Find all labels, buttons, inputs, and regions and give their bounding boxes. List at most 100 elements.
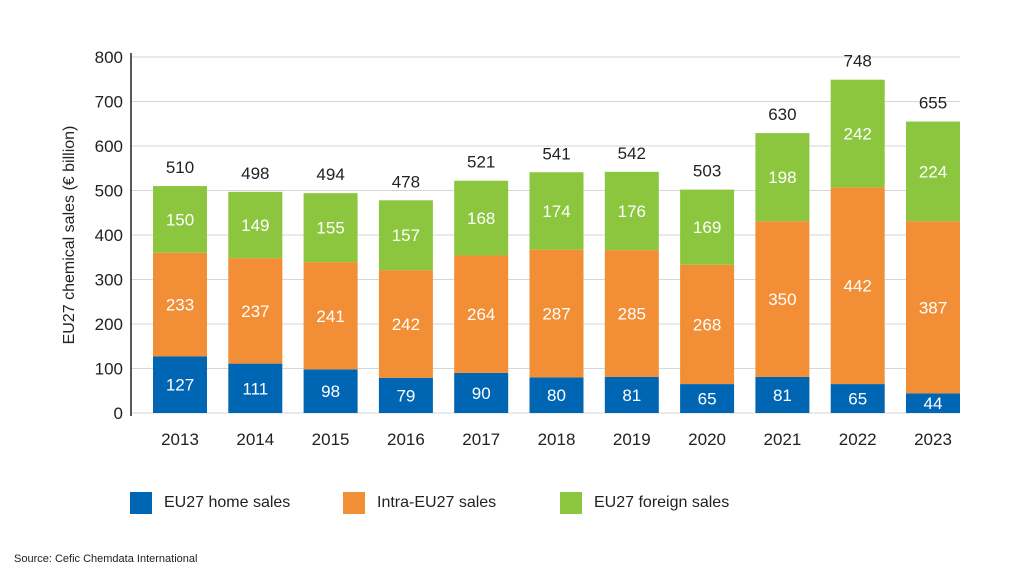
data-label: 79 — [396, 386, 415, 405]
bar-segment — [680, 189, 735, 265]
data-label: 242 — [392, 315, 420, 334]
bar-segment — [153, 252, 207, 357]
bar-segment — [755, 221, 810, 377]
legend-item-foreign: EU27 foreign sales — [560, 492, 729, 514]
bar-segment — [830, 187, 885, 385]
data-label: 169 — [693, 218, 721, 237]
bar-segment — [303, 262, 358, 370]
data-label: 65 — [698, 390, 717, 409]
data-label: 387 — [919, 298, 947, 317]
data-label: 287 — [542, 305, 570, 324]
data-label: 176 — [618, 202, 646, 221]
data-label: 81 — [773, 386, 792, 405]
y-tick-label: 700 — [95, 93, 123, 112]
bar-segment — [906, 221, 960, 394]
data-label: 155 — [316, 219, 344, 238]
data-label: 241 — [316, 307, 344, 326]
x-tick-label: 2018 — [538, 430, 576, 449]
total-label: 630 — [768, 105, 796, 124]
bar-segment — [454, 255, 509, 373]
y-tick-label: 600 — [95, 137, 123, 156]
data-label: 111 — [242, 379, 268, 398]
data-label: 98 — [321, 382, 340, 401]
bar-segment — [529, 249, 584, 378]
data-label: 157 — [392, 226, 420, 245]
data-label: 168 — [467, 209, 495, 228]
x-tick-label: 2015 — [312, 430, 350, 449]
data-label: 237 — [241, 302, 269, 321]
total-label: 542 — [618, 144, 646, 163]
bar-segment — [680, 264, 735, 385]
data-label: 233 — [166, 296, 194, 315]
total-label: 521 — [467, 153, 495, 172]
bar-segment — [529, 172, 584, 250]
x-tick-label: 2013 — [161, 430, 199, 449]
y-tick-label: 0 — [114, 404, 123, 423]
data-label: 350 — [768, 290, 796, 309]
bar-segment — [228, 191, 283, 259]
bar-segment — [378, 270, 433, 378]
data-label: 268 — [693, 315, 721, 334]
bar-segment — [830, 79, 885, 188]
x-tick-label: 2017 — [462, 430, 500, 449]
x-tick-label: 2020 — [688, 430, 726, 449]
bar-segment — [228, 363, 283, 413]
bar-segment — [529, 377, 584, 413]
total-label: 498 — [241, 164, 269, 183]
bar-segment — [303, 193, 358, 263]
total-label: 748 — [844, 52, 872, 71]
bar-segment — [604, 376, 659, 413]
total-label: 478 — [392, 172, 420, 191]
y-axis-label: EU27 chemical sales (€ billion) — [61, 126, 78, 345]
source-note: Source: Cefic Chemdata International — [14, 553, 198, 565]
data-label: 80 — [547, 386, 566, 405]
x-tick-label: 2014 — [236, 430, 274, 449]
data-label: 224 — [919, 162, 947, 181]
total-label: 494 — [316, 165, 344, 184]
data-label: 90 — [472, 384, 491, 403]
bar-segment — [755, 133, 810, 222]
data-label: 150 — [166, 210, 194, 229]
legend-item-intra: Intra-EU27 sales — [343, 492, 496, 514]
x-tick-label: 2019 — [613, 430, 651, 449]
y-tick-label: 100 — [95, 360, 123, 379]
legend-swatch-home — [130, 492, 152, 514]
total-label: 503 — [693, 162, 721, 181]
data-label: 127 — [166, 376, 194, 395]
data-label: 81 — [622, 386, 641, 405]
y-tick-label: 500 — [95, 182, 123, 201]
bar-segment — [454, 372, 509, 413]
total-label: 655 — [919, 94, 947, 113]
data-label: 65 — [848, 390, 867, 409]
bar-segment — [906, 393, 960, 413]
bar-segment — [228, 258, 283, 364]
bar-segment — [454, 180, 509, 256]
total-label: 510 — [166, 158, 194, 177]
x-tick-label: 2016 — [387, 430, 425, 449]
data-label: 242 — [844, 125, 872, 144]
x-tick-label: 2023 — [914, 430, 952, 449]
bar-segment — [680, 384, 735, 413]
bar-segment — [604, 250, 659, 377]
data-label: 264 — [467, 305, 495, 324]
bar-segment — [906, 121, 960, 222]
data-label: 174 — [542, 202, 570, 221]
x-tick-label: 2021 — [763, 430, 801, 449]
legend-item-home: EU27 home sales — [130, 492, 290, 514]
legend-label-home: EU27 home sales — [164, 494, 291, 511]
data-label: 44 — [924, 394, 943, 413]
bar-segment — [830, 384, 885, 413]
bar-segment — [604, 171, 659, 251]
legend-label-foreign: EU27 foreign sales — [594, 494, 730, 511]
bar-segment — [303, 369, 358, 413]
legend-swatch-foreign — [560, 492, 582, 514]
bar-segment — [755, 376, 810, 413]
x-tick-label: 2022 — [839, 430, 877, 449]
y-tick-label: 300 — [95, 271, 123, 290]
data-label: 149 — [241, 216, 269, 235]
y-tick-label: 200 — [95, 315, 123, 334]
bar-segment — [153, 356, 207, 413]
total-label: 541 — [542, 144, 570, 163]
y-tick-label: 800 — [95, 48, 123, 67]
legend-swatch-intra — [343, 492, 365, 514]
